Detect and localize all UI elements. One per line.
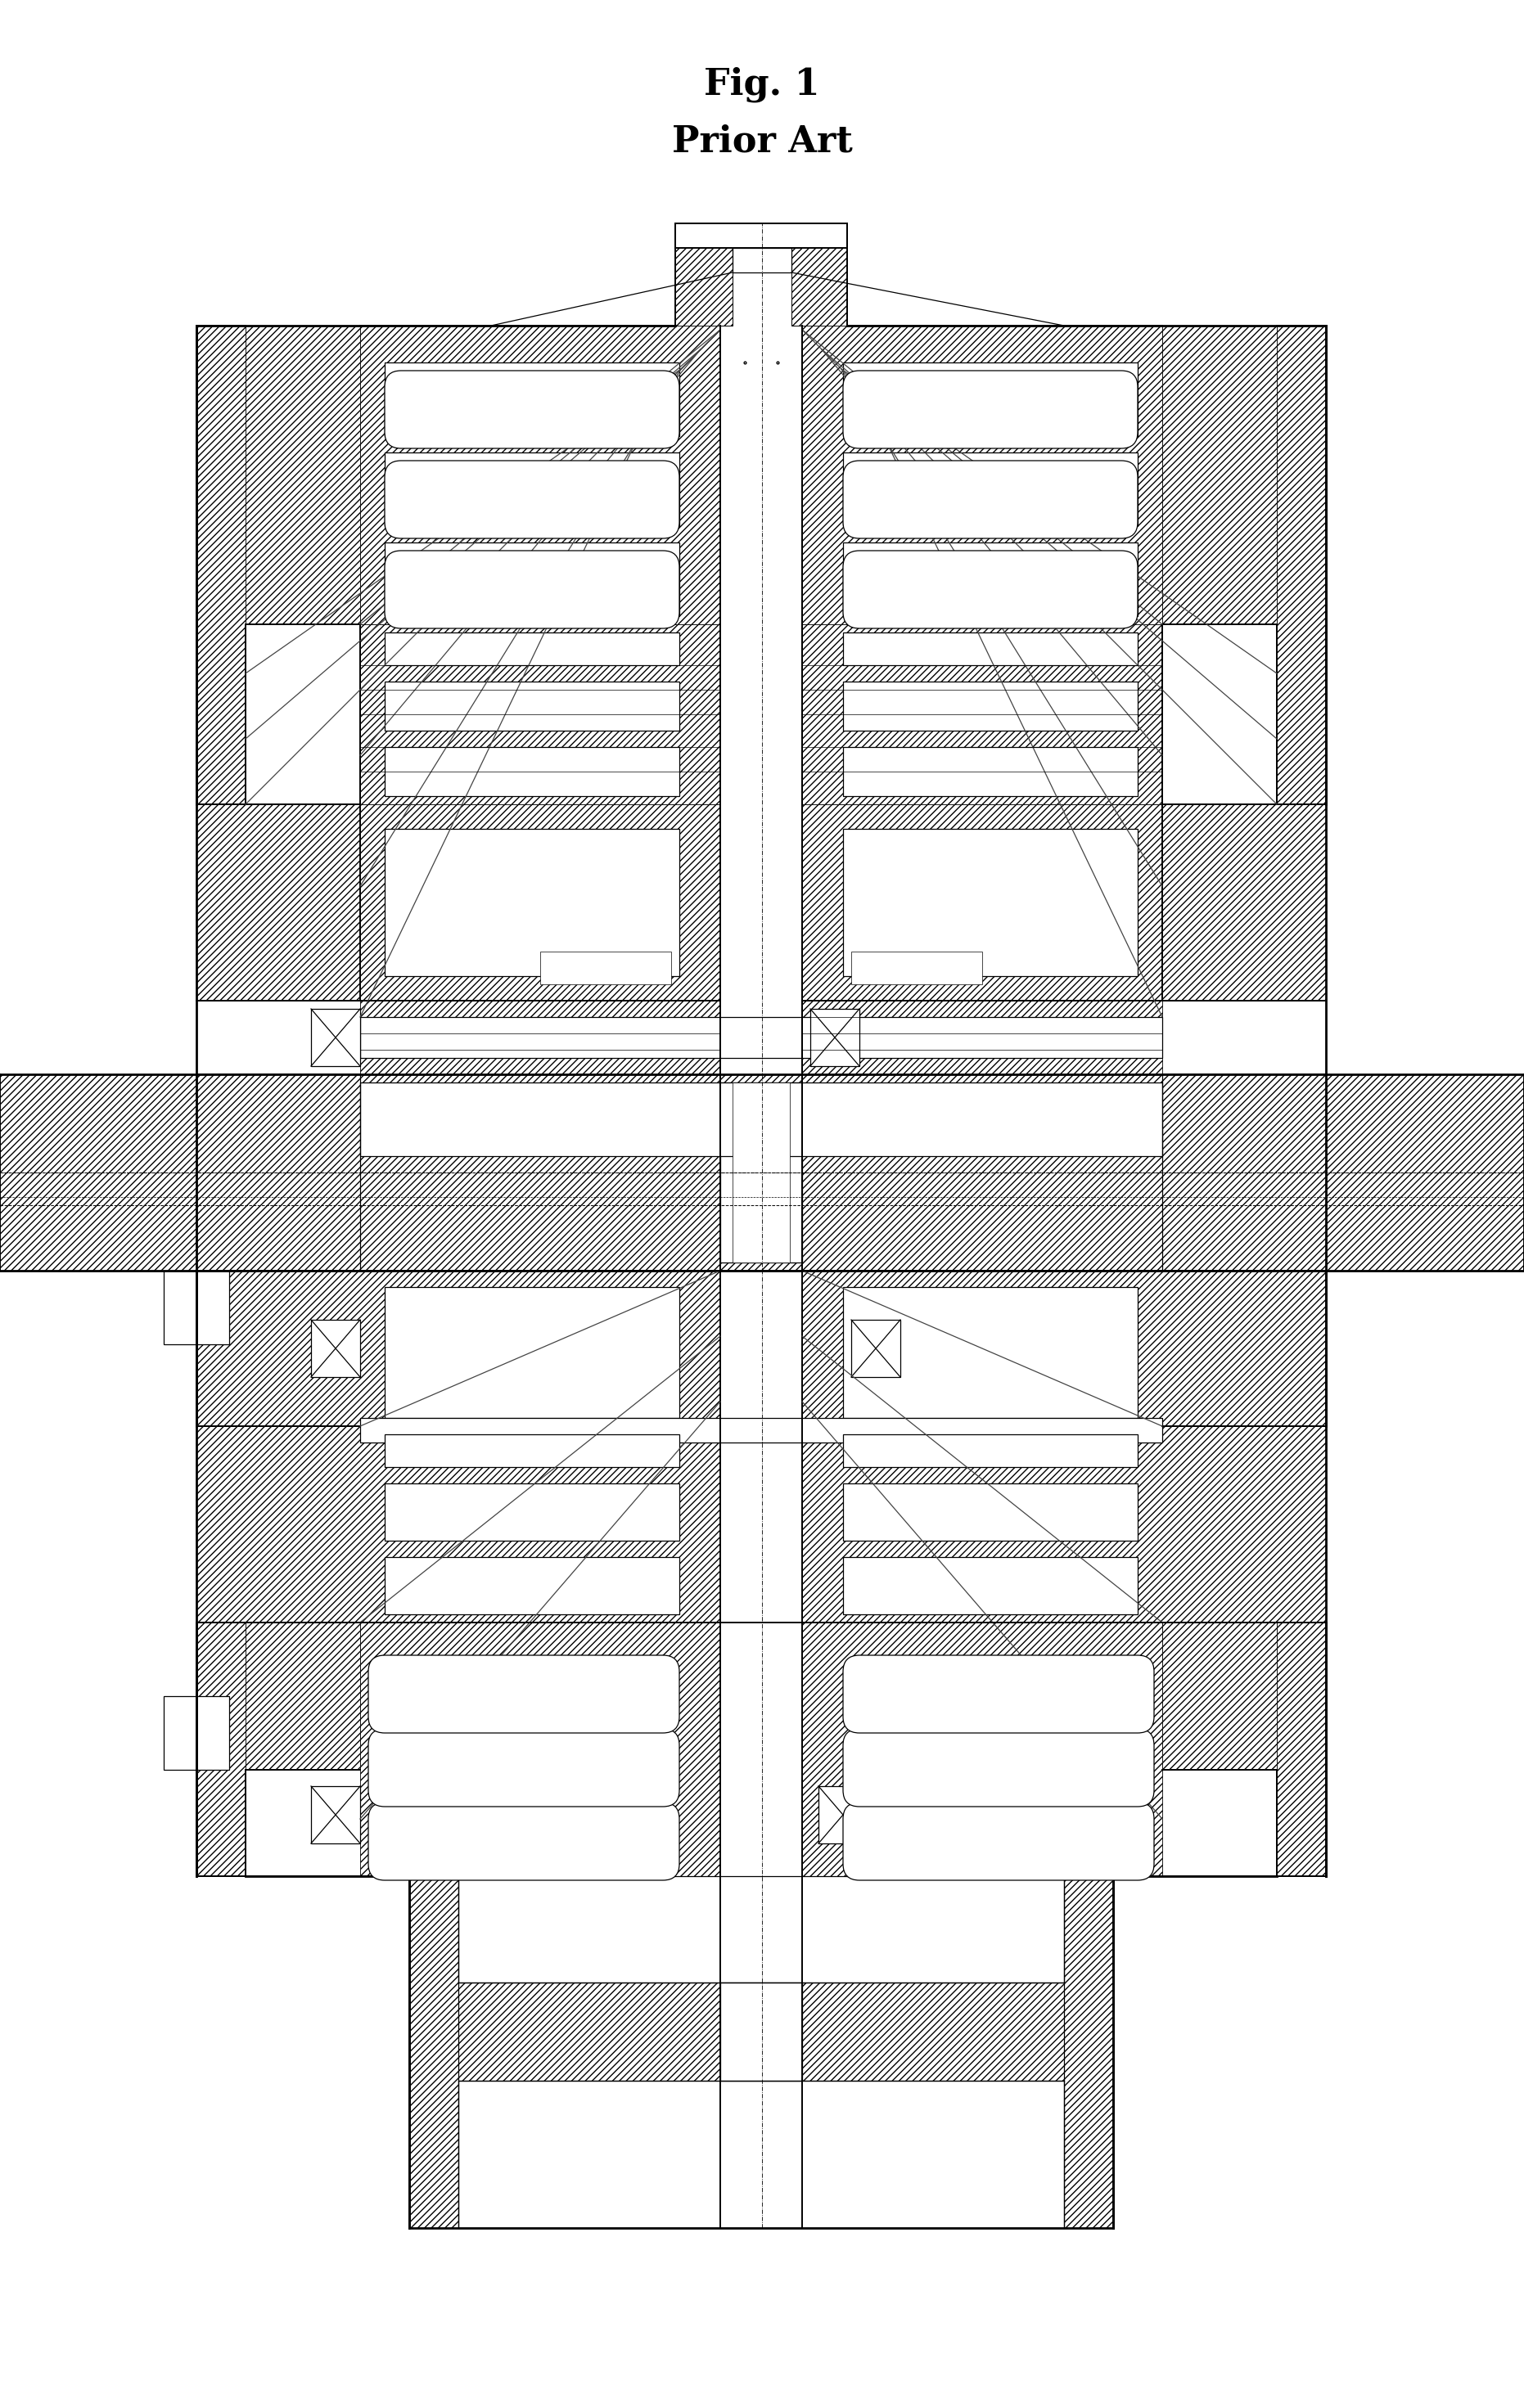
Polygon shape [539,951,671,985]
Polygon shape [360,1002,721,1074]
Polygon shape [733,248,791,272]
Polygon shape [1163,1623,1277,1770]
FancyBboxPatch shape [843,371,1138,448]
Polygon shape [818,1787,867,1845]
Polygon shape [245,325,360,624]
Polygon shape [311,1787,360,1845]
Polygon shape [843,1286,1138,1418]
Polygon shape [384,542,680,616]
Polygon shape [802,1084,1163,1156]
Polygon shape [384,1435,680,1466]
Polygon shape [802,1002,1163,1074]
Polygon shape [843,828,1138,975]
Polygon shape [802,1418,1163,1442]
Polygon shape [197,804,721,1002]
FancyBboxPatch shape [369,1729,680,1806]
Polygon shape [802,1426,1326,1623]
Polygon shape [384,364,680,436]
FancyBboxPatch shape [369,1804,680,1881]
Polygon shape [1277,1623,1326,1876]
Polygon shape [384,1558,680,1613]
Polygon shape [163,1695,229,1770]
Polygon shape [675,224,847,248]
Polygon shape [459,1876,1064,1982]
Polygon shape [802,1271,1326,1426]
Polygon shape [360,1418,721,1442]
Polygon shape [733,1084,789,1262]
Polygon shape [843,746,1138,797]
Polygon shape [802,1623,1163,1876]
Polygon shape [1064,1876,1113,2227]
Polygon shape [384,633,680,665]
Polygon shape [384,1286,680,1418]
Polygon shape [791,224,847,325]
FancyBboxPatch shape [843,460,1138,539]
Polygon shape [360,1623,721,1876]
Polygon shape [360,1418,1163,1442]
Polygon shape [0,1074,1524,1271]
Polygon shape [197,1623,245,1876]
Polygon shape [721,1084,802,1262]
Polygon shape [360,1084,721,1156]
Polygon shape [197,1426,721,1623]
Polygon shape [459,2081,1064,2227]
Text: Prior Art: Prior Art [672,123,852,159]
Polygon shape [843,681,1138,730]
Polygon shape [311,1009,360,1067]
Polygon shape [721,1982,802,2081]
Polygon shape [843,453,1138,525]
Polygon shape [675,224,733,325]
FancyBboxPatch shape [843,1654,1154,1734]
Polygon shape [1277,325,1326,804]
Polygon shape [360,325,721,624]
Polygon shape [360,624,721,804]
Polygon shape [843,633,1138,665]
FancyBboxPatch shape [843,551,1138,628]
Polygon shape [360,1016,1163,1057]
Polygon shape [197,325,245,804]
Text: Fig. 1: Fig. 1 [704,67,820,101]
Polygon shape [852,951,981,985]
Polygon shape [1163,325,1277,624]
Polygon shape [245,1623,360,1770]
Polygon shape [311,1320,360,1377]
FancyBboxPatch shape [843,1804,1154,1881]
FancyBboxPatch shape [384,551,680,628]
Polygon shape [384,681,680,730]
Polygon shape [852,1320,901,1377]
Polygon shape [811,1009,860,1067]
Polygon shape [802,624,1163,804]
Polygon shape [802,804,1326,1002]
Polygon shape [384,746,680,797]
Polygon shape [843,542,1138,616]
Polygon shape [721,2081,802,2227]
Polygon shape [384,453,680,525]
Polygon shape [843,1483,1138,1541]
Polygon shape [163,1271,229,1344]
FancyBboxPatch shape [384,460,680,539]
Polygon shape [384,1483,680,1541]
Polygon shape [459,1982,1064,2081]
Polygon shape [360,1084,1163,1156]
Polygon shape [802,325,1163,624]
Polygon shape [843,1558,1138,1613]
FancyBboxPatch shape [369,1654,680,1734]
Polygon shape [843,1435,1138,1466]
FancyBboxPatch shape [384,371,680,448]
Polygon shape [410,1876,459,2227]
Polygon shape [843,364,1138,436]
FancyBboxPatch shape [843,1729,1154,1806]
Polygon shape [384,828,680,975]
Polygon shape [197,1271,721,1426]
